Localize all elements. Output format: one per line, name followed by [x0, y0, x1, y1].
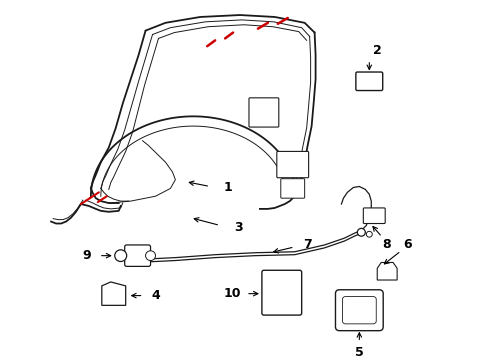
- Text: 1: 1: [224, 181, 232, 194]
- Circle shape: [145, 251, 155, 261]
- Circle shape: [366, 231, 371, 237]
- FancyBboxPatch shape: [335, 290, 383, 331]
- Text: 8: 8: [381, 238, 390, 251]
- FancyBboxPatch shape: [363, 208, 385, 224]
- FancyBboxPatch shape: [355, 72, 382, 90]
- Text: 10: 10: [223, 287, 240, 300]
- FancyBboxPatch shape: [124, 245, 150, 266]
- Text: 4: 4: [151, 289, 160, 302]
- Circle shape: [357, 228, 365, 236]
- FancyBboxPatch shape: [280, 179, 304, 198]
- Text: 3: 3: [233, 221, 242, 234]
- Text: 5: 5: [354, 346, 363, 359]
- Text: 6: 6: [402, 238, 410, 251]
- Text: 7: 7: [303, 238, 311, 251]
- FancyBboxPatch shape: [248, 98, 278, 127]
- Circle shape: [115, 250, 126, 261]
- FancyBboxPatch shape: [276, 152, 308, 178]
- Polygon shape: [376, 262, 396, 280]
- Text: 9: 9: [82, 249, 91, 262]
- FancyBboxPatch shape: [342, 297, 375, 324]
- Polygon shape: [102, 282, 125, 305]
- Text: 2: 2: [372, 44, 381, 57]
- FancyBboxPatch shape: [262, 270, 301, 315]
